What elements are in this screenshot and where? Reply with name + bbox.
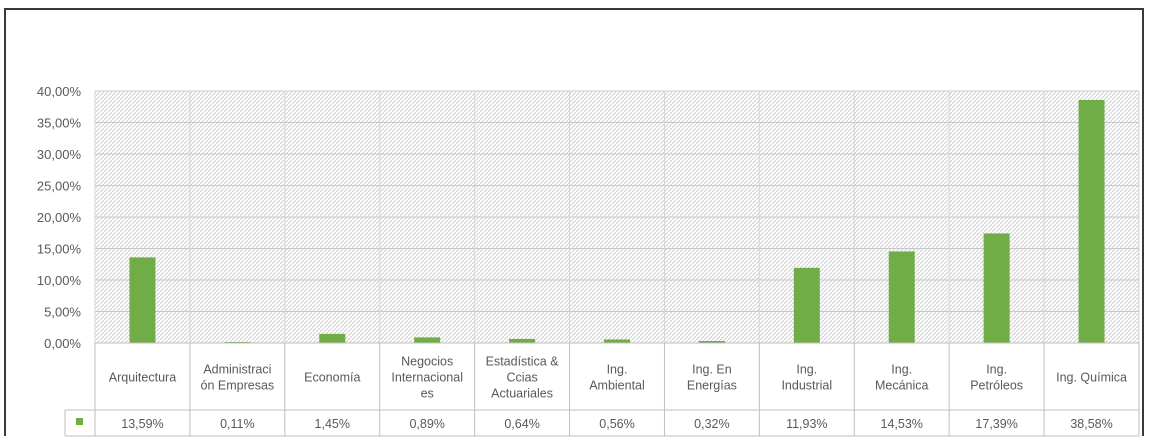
bar [509,338,536,343]
category-label: Ing. Petróleos [970,363,1023,393]
category-label: Ing. En Energías [687,363,737,393]
category-label: Ing. Mecánica [875,363,929,393]
y-tick-label: 40,00% [37,84,82,99]
chart-frame [4,8,1144,436]
bar [1078,99,1105,343]
y-tick-label: 0,00% [44,336,81,351]
category-label: Estadística & Ccias Actuariales [486,355,560,401]
value-label: 1,45% [315,417,350,431]
bar [319,333,346,343]
bar [983,233,1010,343]
value-label: 0,89% [409,417,444,431]
category-label: Economía [304,371,360,385]
value-label: 0,56% [599,417,634,431]
value-label: 17,39% [975,417,1017,431]
y-tick-label: 5,00% [44,305,81,320]
category-label: Ing. Ambiental [589,363,645,393]
y-tick-label: 20,00% [37,210,82,225]
bar [888,251,915,343]
value-label: 0,11% [220,417,255,431]
y-tick-label: 25,00% [37,179,82,194]
bar [604,339,630,343]
category-label: Administraci ón Empresas [201,363,275,393]
category-label: Ing. Química [1056,371,1127,385]
y-tick-label: 30,00% [37,147,82,162]
legend-key [76,418,83,425]
value-label: 13,59% [121,417,163,431]
category-label: Ing. Industrial [781,363,832,393]
value-label: 11,93% [786,417,827,431]
category-label: Arquitectura [109,371,176,385]
y-tick-label: 15,00% [37,242,82,257]
bar [793,267,820,343]
y-tick-label: 35,00% [37,116,82,131]
category-label: Negocios Internacional es [391,355,463,401]
value-label: 38,58% [1070,417,1112,431]
value-label: 14,53% [881,417,923,431]
bar [129,257,156,343]
y-tick-label: 10,00% [37,273,82,288]
value-label: 0,64% [504,417,539,431]
value-label: 0,32% [694,417,729,431]
bar [698,340,725,343]
bar [414,337,441,343]
